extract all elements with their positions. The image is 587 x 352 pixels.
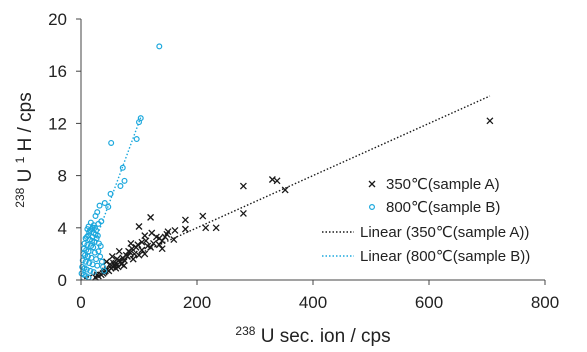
data-point-sample-a	[274, 178, 280, 184]
legend-label-sample-b: 800℃(sample B)	[386, 199, 500, 216]
x-tick-label: 600	[415, 293, 443, 312]
y-tick-label: 4	[58, 219, 67, 238]
data-point-sample-a	[487, 118, 493, 124]
legend-item-linear-b: Linear (800℃(sample B))	[322, 248, 530, 265]
data-point-sample-a	[136, 223, 142, 229]
data-point-sample-a	[121, 263, 127, 269]
x-tick-label: 200	[183, 293, 211, 312]
data-point-sample-a	[142, 233, 148, 239]
x-axis-title: 238 U sec. ion / cps	[235, 319, 390, 347]
data-point-sample-a	[182, 217, 188, 223]
legend-label-linear-a: Linear (350℃(sample A))	[360, 224, 529, 241]
legend-circle-mark	[370, 205, 375, 210]
y-tick-label: 0	[58, 271, 67, 290]
legend-label-linear-b: Linear (800℃(sample B))	[360, 248, 530, 265]
data-point-sample-b	[95, 263, 100, 268]
legend-label-sample-a: 350℃(sample A)	[386, 176, 500, 193]
y-tick-label: 16	[48, 62, 67, 81]
legend-item-sample-b: 800℃(sample B)	[370, 199, 501, 216]
legend-item-linear-a: Linear (350℃(sample A))	[322, 224, 529, 241]
y-axis-title-end: H / cps	[15, 92, 36, 151]
x-axis-title-sup: 238	[235, 324, 255, 338]
data-point-sample-a	[148, 214, 154, 220]
data-point-sample-b	[98, 254, 103, 259]
legend-marker-x	[369, 181, 375, 187]
x-tick-label: 0	[76, 293, 85, 312]
data-point-sample-a	[136, 252, 142, 258]
legend-marker-circle	[370, 205, 375, 210]
data-point-sample-a	[203, 225, 209, 231]
data-point-sample-b	[97, 203, 102, 208]
data-point-sample-a	[182, 226, 188, 232]
data-point-sample-a	[172, 227, 178, 233]
y-axis-title-sup1: 238	[13, 187, 27, 207]
data-point-sample-a	[213, 225, 219, 231]
data-point-sample-a	[200, 213, 206, 219]
data-point-sample-a	[116, 248, 122, 254]
data-point-sample-b	[134, 137, 139, 142]
data-point-sample-a	[162, 234, 168, 240]
y-tick-label: 8	[58, 167, 67, 186]
data-point-sample-b	[122, 178, 127, 183]
y-tick-label: 20	[48, 10, 67, 29]
x-axis-title-text: U sec. ion / cps	[261, 326, 391, 347]
data-point-sample-a	[151, 240, 157, 246]
plot-area	[79, 44, 493, 280]
data-point-sample-a	[282, 187, 288, 193]
y-tick-label: 12	[48, 114, 67, 133]
legend-item-sample-a: 350℃(sample A)	[369, 176, 500, 193]
x-tick-labels: 0 200 400 600 800	[76, 280, 559, 312]
y-axis-title-mid: U	[15, 169, 36, 183]
x-tick-label: 800	[531, 293, 559, 312]
x-tick-label: 400	[299, 293, 327, 312]
data-point-sample-b	[99, 259, 104, 264]
data-point-sample-b	[109, 141, 114, 146]
data-point-sample-b	[157, 44, 162, 49]
data-point-sample-a	[240, 210, 246, 216]
data-point-sample-a	[240, 183, 246, 189]
legend: 350℃(sample A) 800℃(sample B) Linear (35…	[322, 176, 530, 265]
data-point-sample-a	[159, 246, 165, 252]
y-tick-labels: 0 4 8 12 16 20	[48, 10, 81, 290]
data-point-sample-a	[128, 240, 134, 246]
legend-x-mark	[369, 181, 375, 187]
y-axis-title-sup2: 1	[13, 156, 27, 163]
y-axis-title: 238 U 1 H / cps	[8, 92, 36, 207]
data-point-sample-b	[118, 184, 123, 189]
